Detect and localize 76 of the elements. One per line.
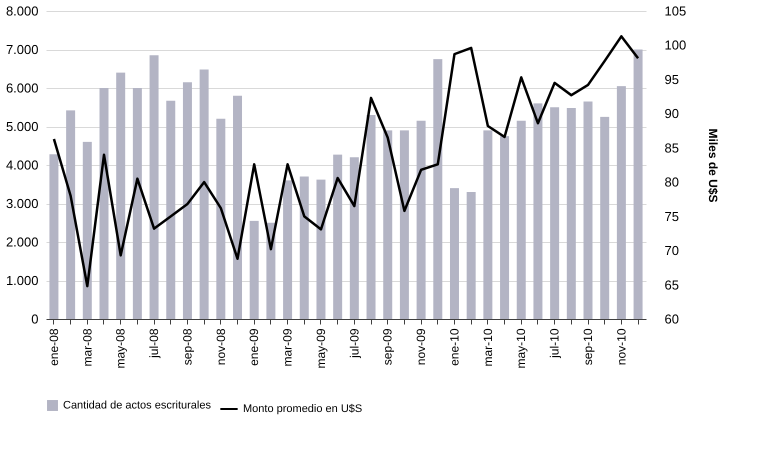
bar: [216, 118, 226, 319]
y2-tick-label: 105: [664, 4, 686, 18]
legend-label: Cantidad de actos escriturales: [63, 400, 212, 412]
bar: [82, 142, 92, 319]
y2-tick-label: 80: [664, 174, 679, 190]
bar: [400, 130, 409, 319]
bar: [66, 110, 76, 319]
y2-tick-label: 75: [664, 208, 679, 224]
legend-label: Monto promedio en U$S: [243, 403, 362, 415]
x-tick-label: mar-08: [80, 328, 94, 367]
bar: [634, 50, 643, 319]
x-tick-label: ene-09: [247, 328, 262, 366]
x-tick-label: jul-10: [548, 328, 562, 359]
bar: [600, 116, 610, 319]
x-tick-label: mar-09: [280, 328, 295, 367]
bar: [550, 107, 560, 319]
y2-tick-label: 70: [664, 243, 679, 258]
x-tick-label: may-10: [514, 328, 528, 369]
bar: [182, 82, 192, 319]
y2-axis-title: Miles de U$S: [706, 128, 720, 203]
bar: [166, 100, 176, 319]
bar: [99, 88, 108, 319]
bar: [383, 130, 392, 319]
bar: [466, 192, 476, 319]
y-tick-label: 5.000: [6, 119, 38, 134]
x-tick-label: nov-09: [414, 328, 428, 366]
bar: [533, 103, 542, 319]
bar: [566, 108, 576, 319]
x-tick-label: may-08: [114, 328, 128, 369]
x-tick-label: sep-10: [581, 328, 596, 366]
bar: [516, 120, 526, 319]
bar: [416, 120, 426, 319]
bar: [283, 180, 292, 319]
bar: [366, 114, 376, 319]
bar: [116, 72, 126, 319]
x-tick-label: ene-08: [46, 328, 61, 366]
x-tick-label: ene-10: [447, 328, 462, 366]
y-tick-label: 0: [31, 312, 38, 326]
bar: [433, 59, 442, 319]
bar: [49, 154, 58, 319]
x-tick-label: jul-09: [347, 328, 362, 359]
bar: [500, 136, 510, 319]
bar: [300, 176, 309, 319]
bar: [150, 55, 159, 319]
bar: [616, 86, 626, 319]
bar: [233, 96, 242, 319]
bar: [350, 157, 359, 319]
y-tick-label: 7.000: [6, 42, 38, 57]
bar: [333, 154, 342, 319]
bar: [316, 180, 326, 319]
line-series: [52, 35, 640, 288]
y2-tick-label: 95: [664, 72, 679, 87]
x-tick-label: jul-08: [147, 328, 162, 359]
bar: [584, 101, 593, 319]
y2-tick-label: 90: [664, 106, 679, 122]
y2-tick-label: 85: [664, 140, 679, 156]
y-tick-label: 2.000: [6, 234, 38, 250]
y2-tick-label: 65: [664, 277, 679, 292]
y-tick-label: 6.000: [6, 80, 38, 96]
y2-tick-label: 100: [664, 38, 686, 53]
x-tick-label: sep-08: [180, 328, 194, 366]
y-tick-label: 1.000: [6, 273, 38, 288]
y2-tick-label: 60: [664, 312, 679, 326]
x-tick-label: mar-10: [480, 328, 495, 367]
x-tick-label: nov-10: [614, 328, 628, 366]
y-tick-label: 4.000: [6, 158, 38, 172]
bar: [250, 220, 259, 319]
x-tick-label: sep-09: [380, 328, 395, 366]
x-tick-label: nov-08: [214, 328, 228, 366]
bar: [450, 188, 459, 319]
x-tick-label: may-09: [314, 328, 328, 369]
y-tick-label: 3.000: [6, 196, 38, 211]
y-tick-label: 8.000: [6, 4, 38, 18]
bar: [200, 70, 209, 319]
bar: [132, 88, 142, 319]
bar: [483, 130, 492, 319]
